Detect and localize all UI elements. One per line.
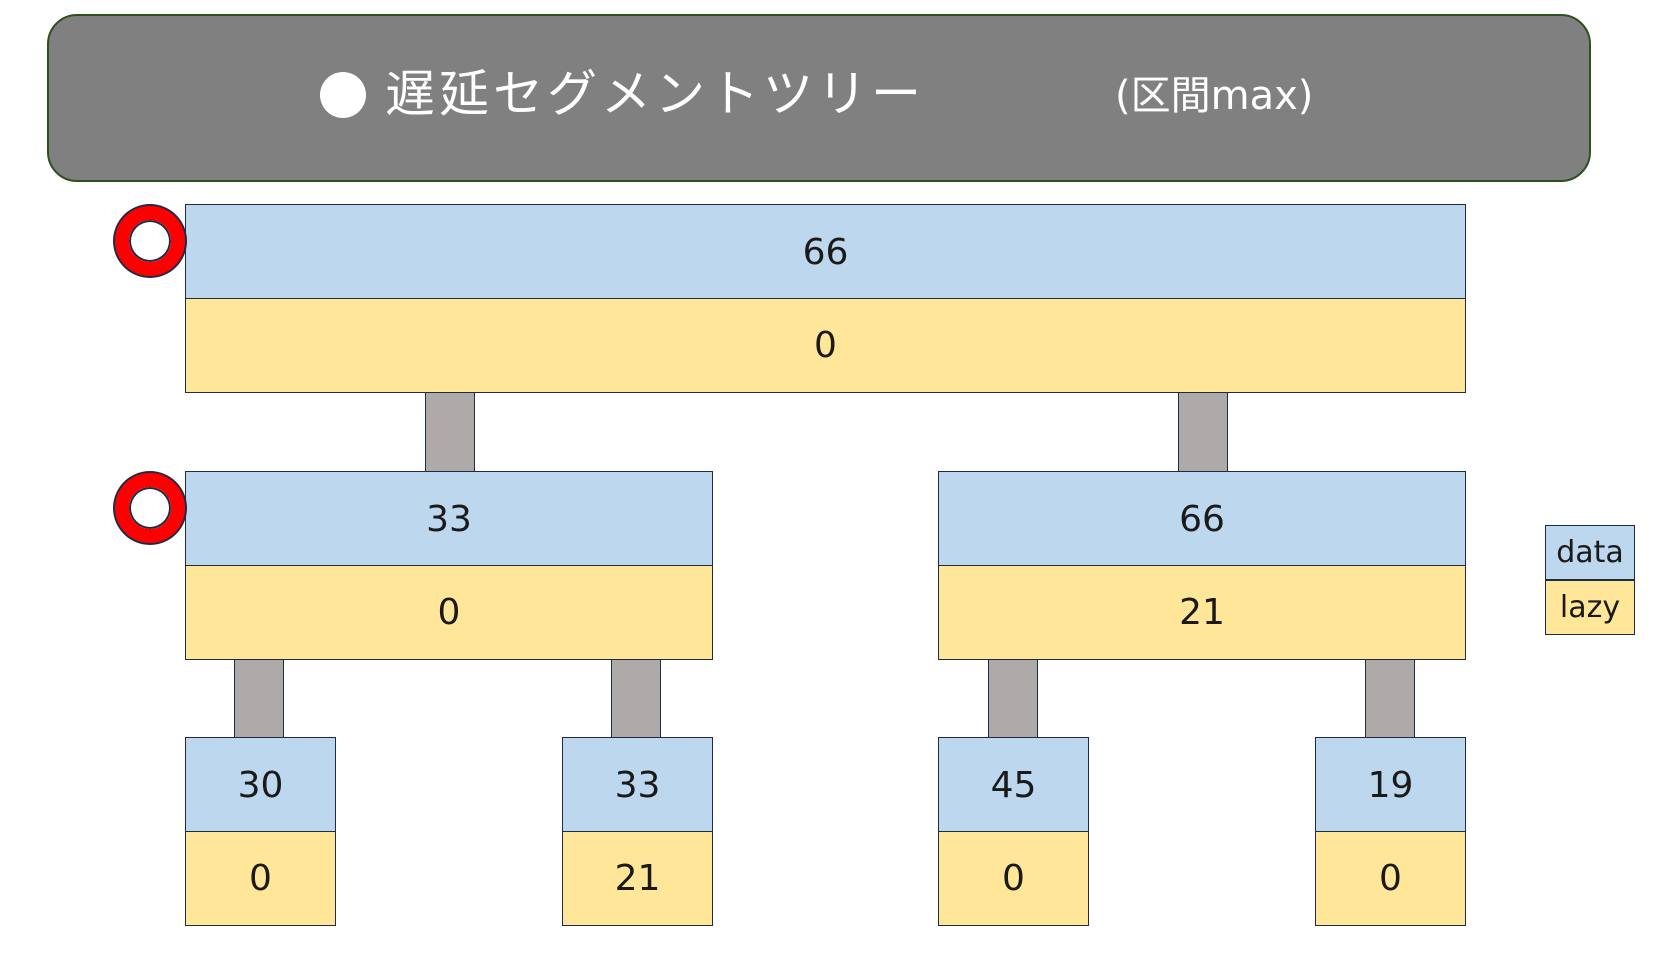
title-banner: 遅延セグメントツリー (区間max) — [47, 14, 1591, 182]
node-data-cell: 33 — [185, 471, 713, 567]
node-lazy-cell: 0 — [1315, 831, 1466, 926]
connector-root-left — [425, 391, 475, 472]
node-data-cell: 33 — [562, 737, 713, 833]
tree-leaf-1: 30 0 — [185, 737, 336, 926]
tree-leaf-4: 19 0 — [1315, 737, 1466, 926]
node-data-cell: 66 — [185, 204, 1466, 300]
tree-node-right: 66 21 — [938, 471, 1466, 660]
tree-node-left: 33 0 — [185, 471, 713, 660]
node-data-cell: 45 — [938, 737, 1089, 833]
node-data-cell: 30 — [185, 737, 336, 833]
bullet-circle-icon — [320, 72, 366, 118]
tree-leaf-2: 33 21 — [562, 737, 713, 926]
node-lazy-cell: 0 — [938, 831, 1089, 926]
node-data-cell: 19 — [1315, 737, 1466, 833]
ring-marker-icon — [115, 473, 185, 543]
node-lazy-cell: 0 — [185, 565, 713, 660]
node-data-cell: 66 — [938, 471, 1466, 567]
ring-marker-icon — [115, 206, 185, 276]
node-lazy-cell: 21 — [562, 831, 713, 926]
tree-leaf-3: 45 0 — [938, 737, 1089, 926]
banner-subtitle: (区間max) — [1115, 73, 1314, 119]
node-lazy-cell: 21 — [938, 565, 1466, 660]
connector-root-right — [1178, 391, 1228, 472]
connector-left-leaf-2 — [611, 657, 661, 738]
banner-title: 遅延セグメントツリー — [385, 65, 925, 123]
tree-node-root: 66 0 — [185, 204, 1466, 393]
connector-left-leaf-1 — [234, 657, 284, 738]
connector-right-leaf-4 — [1365, 657, 1415, 738]
node-lazy-cell: 0 — [185, 831, 336, 926]
legend-lazy: lazy — [1545, 580, 1635, 635]
connector-right-leaf-3 — [988, 657, 1038, 738]
legend-data: data — [1545, 525, 1635, 580]
node-lazy-cell: 0 — [185, 298, 1466, 393]
